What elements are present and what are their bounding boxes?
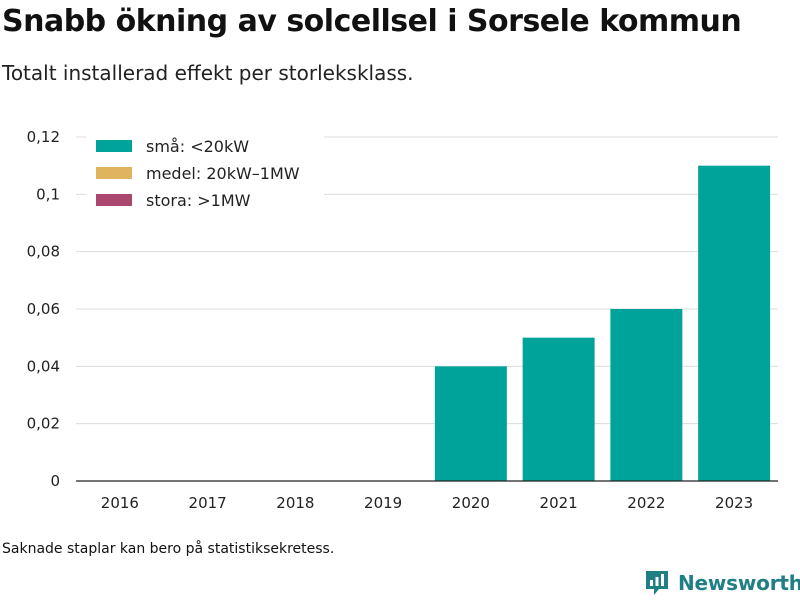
x-tick-label: 2022 — [627, 494, 665, 512]
legend-label: medel: 20kW–1MW — [146, 164, 300, 183]
bar — [698, 165, 771, 481]
chart-title: Snabb ökning av solcellsel i Sorsele kom… — [2, 4, 742, 39]
x-tick-label: 2023 — [715, 494, 753, 512]
y-tick-label: 0,04 — [27, 357, 60, 375]
legend-label: stora: >1MW — [146, 191, 251, 210]
brand-logo: Newsworthy — [644, 569, 800, 597]
x-tick-label: 2020 — [452, 494, 490, 512]
y-tick-label: 0,08 — [27, 243, 60, 261]
x-tick-label: 2019 — [364, 494, 402, 512]
legend-swatch — [96, 140, 132, 152]
y-tick-label: 0,1 — [36, 185, 60, 203]
bar — [610, 309, 683, 481]
brand-name: Newsworthy — [678, 571, 800, 595]
legend-swatch — [96, 194, 132, 206]
newsworthy-logo-icon — [646, 571, 668, 595]
bar-chart: 0 0,02 0,04 0,06 0,08 0,1 0,12 2016 2017 2018 2019… — [27, 128, 778, 512]
y-tick-label: 0,12 — [27, 128, 60, 146]
legend-swatch — [96, 167, 132, 179]
bar — [434, 366, 507, 481]
x-tick-label: 2016 — [101, 494, 139, 512]
legend-label: små: <20kW — [146, 137, 249, 156]
y-tick-label: 0 — [50, 472, 60, 490]
x-tick-label: 2021 — [540, 494, 578, 512]
bar — [522, 337, 595, 481]
y-tick-label: 0,06 — [27, 300, 60, 318]
x-tick-label: 2018 — [276, 494, 314, 512]
y-tick-label: 0,02 — [27, 415, 60, 433]
chart-subtitle: Totalt installerad effekt per storlekskl… — [2, 61, 414, 85]
x-tick-label: 2017 — [189, 494, 227, 512]
footnote: Saknade staplar kan bero på statistiksek… — [2, 541, 335, 557]
